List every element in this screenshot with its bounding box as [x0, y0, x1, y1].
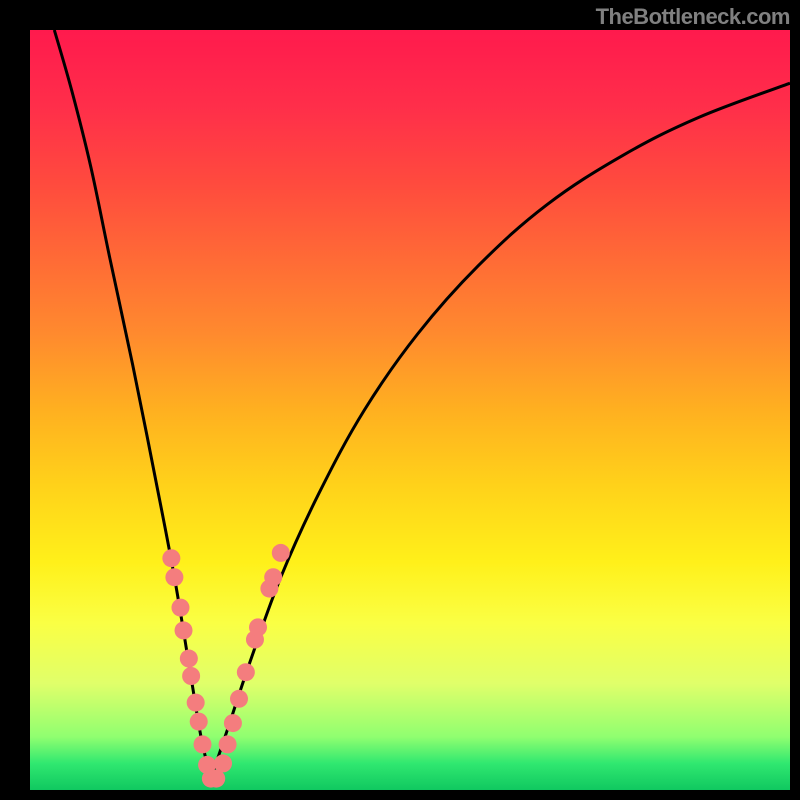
marker-left	[171, 599, 189, 617]
marker-left	[162, 549, 180, 567]
watermark-text: TheBottleneck.com	[596, 4, 790, 30]
marker-left	[187, 694, 205, 712]
marker-right	[219, 735, 237, 753]
marker-right	[264, 568, 282, 586]
marker-left	[182, 667, 200, 685]
curve-layer	[0, 0, 800, 800]
marker-right	[249, 618, 267, 636]
marker-right	[237, 663, 255, 681]
marker-apex	[207, 770, 225, 788]
marker-left	[165, 568, 183, 586]
marker-right	[224, 714, 242, 732]
marker-right	[272, 544, 290, 562]
marker-left	[180, 650, 198, 668]
curve-right-branch	[211, 83, 790, 778]
chart-container: TheBottleneck.com	[0, 0, 800, 800]
marker-left	[190, 713, 208, 731]
marker-left	[194, 735, 212, 753]
marker-left	[175, 621, 193, 639]
marker-right	[230, 690, 248, 708]
